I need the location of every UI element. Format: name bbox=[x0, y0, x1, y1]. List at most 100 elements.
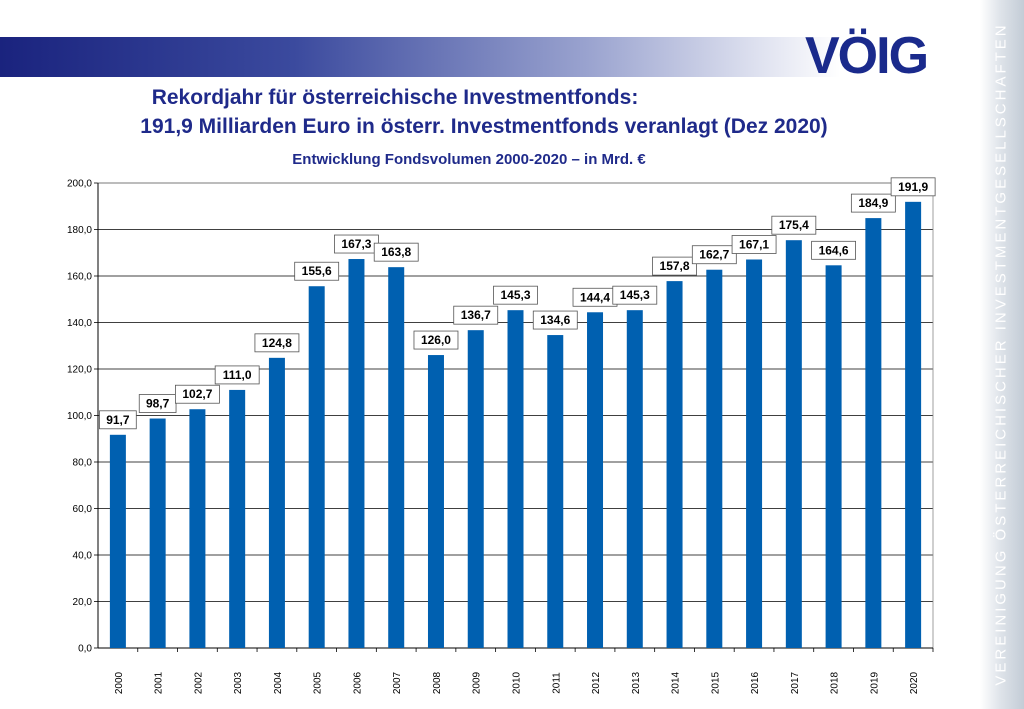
data-label: 126,0 bbox=[421, 333, 451, 347]
bar bbox=[666, 281, 683, 648]
bar bbox=[149, 418, 166, 648]
bar-chart: 0,0 20,0 40,0 60,0 80,0 100,0 120,0 140,0 160,0 1… bbox=[67, 177, 936, 694]
y-tick-label: 180,0 bbox=[67, 225, 92, 236]
data-label-box bbox=[691, 245, 737, 265]
data-label-box bbox=[811, 240, 856, 260]
data-label: 167,3 bbox=[341, 237, 371, 251]
data-label-box bbox=[294, 261, 340, 281]
bar bbox=[388, 267, 405, 648]
data-label-box bbox=[214, 365, 260, 385]
data-label-box bbox=[373, 242, 419, 262]
bar bbox=[268, 357, 285, 648]
y-tick-label: 80,0 bbox=[73, 458, 93, 469]
bar bbox=[427, 355, 444, 648]
data-label: 164,6 bbox=[819, 243, 849, 257]
data-label: 124,8 bbox=[262, 336, 292, 350]
data-label-box bbox=[493, 285, 538, 305]
data-label-box bbox=[254, 333, 300, 353]
organization-name-vertical: VEREINIGUNG ÖSTERREICHISCHER INVESTMENTG… bbox=[992, 22, 1010, 686]
x-tick-label: 2008 bbox=[432, 671, 443, 694]
bar bbox=[507, 310, 524, 648]
data-label: 98,7 bbox=[146, 397, 170, 411]
x-tick-label: 2016 bbox=[750, 671, 761, 694]
bar bbox=[189, 409, 206, 648]
x-tick-label: 2019 bbox=[869, 671, 880, 694]
y-tick-label: 0,0 bbox=[78, 644, 92, 655]
data-label: 162,7 bbox=[699, 248, 729, 262]
bar bbox=[109, 434, 126, 648]
data-label: 167,1 bbox=[739, 237, 769, 251]
data-label-box bbox=[850, 193, 896, 213]
y-tick-label: 200,0 bbox=[67, 179, 92, 190]
data-label-box bbox=[771, 215, 817, 235]
x-tick-label: 2010 bbox=[512, 671, 523, 694]
side-band bbox=[980, 0, 1024, 709]
data-label: 184,9 bbox=[858, 196, 888, 210]
header-banner bbox=[0, 37, 840, 77]
y-tick-label: 60,0 bbox=[73, 504, 93, 515]
data-label-box bbox=[453, 305, 499, 325]
x-tick-label: 2020 bbox=[909, 671, 920, 694]
x-tick-label: 2001 bbox=[154, 671, 165, 694]
data-label: 175,4 bbox=[779, 218, 809, 232]
data-label-box bbox=[612, 285, 658, 305]
y-tick-label: 20,0 bbox=[73, 597, 93, 608]
bar bbox=[467, 330, 484, 648]
chart-title-line-2: 191,9 Milliarden Euro in österr. Investm… bbox=[140, 115, 828, 138]
x-tick-label: 2009 bbox=[472, 671, 483, 694]
bar bbox=[308, 286, 325, 648]
bar bbox=[229, 389, 246, 648]
x-tick-label: 2017 bbox=[790, 671, 801, 694]
bar bbox=[785, 240, 802, 648]
data-label: 136,7 bbox=[461, 308, 491, 322]
data-label-box bbox=[99, 410, 137, 430]
bar bbox=[348, 259, 365, 648]
bar bbox=[905, 201, 922, 648]
voig-logo: VÖIG bbox=[805, 27, 929, 85]
x-tick-label: 2011 bbox=[551, 672, 562, 694]
data-label-box bbox=[652, 256, 697, 276]
data-label: 145,3 bbox=[500, 288, 530, 302]
bar bbox=[587, 312, 604, 648]
y-tick-label: 160,0 bbox=[67, 272, 92, 283]
bar bbox=[547, 335, 564, 648]
x-tick-label: 2002 bbox=[193, 671, 204, 694]
data-label: 91,7 bbox=[106, 413, 130, 427]
x-tick-label: 2007 bbox=[392, 671, 403, 694]
x-tick-label: 2003 bbox=[233, 671, 244, 694]
bar bbox=[865, 218, 882, 649]
x-tick-label: 2015 bbox=[710, 671, 721, 694]
x-tick-label: 2000 bbox=[114, 671, 125, 694]
data-label-box bbox=[890, 177, 936, 197]
data-label: 163,8 bbox=[381, 245, 411, 259]
x-tick-label: 2018 bbox=[830, 671, 841, 694]
x-tick-label: 2013 bbox=[631, 671, 642, 694]
x-tick-label: 2012 bbox=[591, 671, 602, 694]
y-tick-label: 140,0 bbox=[67, 318, 92, 329]
chart-subtitle: Entwicklung Fondsvolumen 2000-2020 – in … bbox=[292, 151, 646, 168]
x-tick-label: 2004 bbox=[273, 671, 284, 694]
data-label-box bbox=[175, 384, 220, 404]
data-label: 191,9 bbox=[898, 180, 928, 194]
y-tick-label: 100,0 bbox=[67, 411, 92, 422]
data-label: 155,6 bbox=[302, 264, 332, 278]
x-tick-label: 2014 bbox=[671, 671, 682, 694]
bar bbox=[706, 269, 723, 648]
y-tick-label: 40,0 bbox=[73, 551, 93, 562]
x-tick-label: 2005 bbox=[313, 671, 324, 694]
x-tick-label: 2006 bbox=[352, 671, 363, 694]
data-label-box bbox=[532, 310, 578, 330]
data-label: 134,6 bbox=[540, 313, 570, 327]
bar bbox=[825, 265, 842, 648]
bar bbox=[626, 310, 643, 648]
data-label-box bbox=[413, 330, 459, 350]
y-tick-label: 120,0 bbox=[67, 365, 92, 376]
data-label: 111,0 bbox=[223, 368, 252, 382]
chart-title-line-1: Rekordjahr für österreichische Investmen… bbox=[151, 86, 639, 109]
data-label: 144,4 bbox=[580, 290, 610, 304]
bar bbox=[746, 259, 763, 648]
data-label: 102,7 bbox=[182, 387, 212, 401]
data-label: 145,3 bbox=[620, 288, 650, 302]
data-label-box bbox=[731, 235, 777, 254]
data-label: 157,8 bbox=[660, 259, 690, 273]
